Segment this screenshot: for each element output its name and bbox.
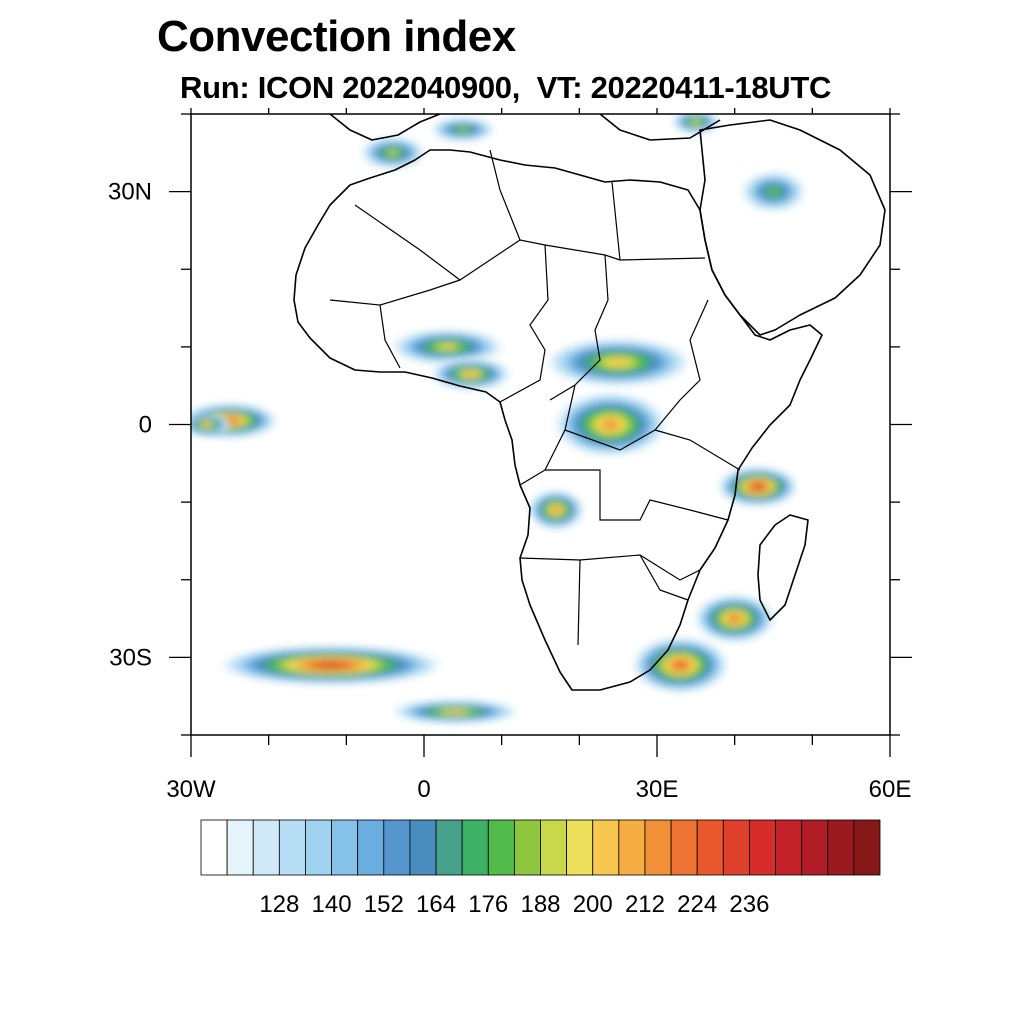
colorbar — [200, 819, 881, 876]
colorbar-bin — [670, 819, 698, 876]
map-subtitle: Run: ICON 2022040900, VT: 20220411-18UTC — [180, 70, 832, 105]
coastlines — [293, 114, 886, 691]
colorbar-bin — [435, 819, 463, 876]
colorbar-labels: 128 140 152 164 176 188 200 212 224 236 — [259, 891, 769, 918]
convection-cell-mozambique-channel — [695, 595, 774, 642]
lat-label: 30S — [109, 644, 152, 671]
colorbar-label: 224 — [677, 891, 717, 918]
lon-label: 30W — [166, 776, 216, 803]
convection-cell-south-africa-east — [633, 637, 727, 693]
convection-cell-angola-highlands — [528, 490, 584, 530]
colorbar-bin — [827, 819, 855, 876]
colorbar-label: 188 — [520, 891, 560, 918]
convection-cell-central-africa-north — [548, 339, 689, 386]
convection-cell-levant — [672, 114, 720, 134]
colorbar-label: 128 — [259, 891, 299, 918]
axis-tick-labels: 30W 0 30E 60E 30N 0 30S — [108, 179, 911, 803]
colorbar-bin — [592, 819, 620, 876]
convection-field — [191, 114, 805, 724]
colorbar-bin — [383, 819, 411, 876]
colorbar-bin — [409, 819, 437, 876]
convection-cell-atlantic-equatorial-west — [191, 412, 230, 437]
lon-label: 60E — [869, 776, 912, 803]
colorbar-label: 164 — [416, 891, 456, 918]
convection-cell-gulf-of-guinea — [392, 329, 502, 364]
colorbar-bin — [853, 819, 881, 876]
colorbar-bin — [749, 819, 776, 876]
convection-cell-east-africa-indian-ocean — [719, 467, 797, 507]
lat-label: 0 — [139, 412, 152, 439]
lon-label: 30E — [636, 776, 679, 803]
colorbar-label: 176 — [468, 891, 508, 918]
colorbar-bin — [696, 819, 724, 876]
colorbar-bin — [252, 819, 280, 876]
convection-cell-arabia-north — [742, 172, 805, 212]
colorbar-bin — [226, 819, 254, 876]
colorbar-bin — [278, 819, 306, 876]
colorbar-bin — [200, 819, 228, 876]
convection-cell-south-atlantic-band — [222, 645, 440, 685]
convection-cell-morocco-atlas — [361, 137, 424, 169]
colorbar-bin — [618, 819, 646, 876]
lon-label: 0 — [417, 776, 430, 803]
colorbar-label: 200 — [573, 891, 613, 918]
colorbar-label: 212 — [625, 891, 665, 918]
colorbar-bin — [722, 819, 750, 876]
colorbar-bin — [513, 819, 541, 876]
convection-cell-mediterranean-north — [431, 117, 494, 142]
colorbar-bin — [357, 819, 385, 876]
axis-ticks — [169, 108, 912, 757]
convection-cell-west-africa-sahel — [431, 358, 510, 390]
colorbar-label: 140 — [312, 891, 352, 918]
colorbar-bin — [775, 819, 803, 876]
colorbar-bin — [540, 819, 568, 876]
colorbar-bin — [461, 819, 489, 876]
colorbar-bin — [801, 819, 829, 876]
colorbar-bin — [331, 819, 359, 876]
colorbar-bin — [305, 819, 332, 876]
map-title: Convection index — [157, 12, 516, 61]
convection-cell-atlantic-equatorial — [191, 403, 277, 438]
colorbar-bin — [487, 819, 515, 876]
convection-cell-congo-basin — [556, 393, 665, 456]
lat-label: 30N — [108, 179, 152, 206]
country-borders — [329, 149, 741, 646]
colorbar-label: 236 — [729, 891, 769, 918]
colorbar-label: 152 — [364, 891, 404, 918]
convection-cell-south-atlantic-tail — [392, 700, 518, 724]
colorbar-bin — [566, 819, 594, 876]
colorbar-bin — [644, 819, 672, 876]
